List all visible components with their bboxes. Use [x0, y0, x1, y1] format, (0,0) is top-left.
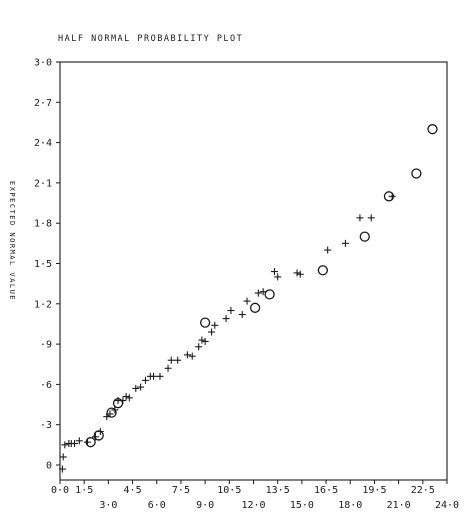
x-tick-label: 18·0 [338, 500, 362, 511]
x-tick-label: 15·0 [290, 500, 314, 511]
circle-marker [427, 124, 438, 135]
plus-marker [150, 372, 158, 380]
plus-marker [59, 453, 67, 461]
plus-marker [341, 239, 349, 247]
plus-marker [293, 269, 301, 277]
tick-marks [56, 61, 448, 484]
plus-marker [174, 356, 182, 364]
x-tick-label: 6·0 [148, 500, 166, 511]
y-tick-label: 2·7 [34, 98, 52, 109]
plus-marker [274, 273, 282, 281]
plus-marker [367, 214, 375, 222]
plus-marker [270, 268, 278, 276]
x-tick-label: 22·5 [411, 485, 435, 496]
circle-marker [317, 265, 328, 276]
plus-marker [132, 384, 140, 392]
circle-marker [85, 437, 96, 448]
x-tick-label: 7·5 [172, 485, 190, 496]
y-tick-label: 3·0 [34, 58, 52, 69]
y-tick-label: 2·4 [34, 138, 52, 149]
circle-marker [249, 302, 261, 313]
circle-marker [112, 398, 124, 409]
plus-marker [296, 270, 304, 278]
plus-marker [356, 214, 364, 222]
x-tick-label: 4·5 [124, 485, 142, 496]
y-tick-label: 1·2 [34, 299, 52, 310]
plus-marker [125, 394, 133, 402]
circle-marker [411, 168, 422, 179]
y-tick-label: 0 [46, 461, 52, 472]
plus-marker [156, 372, 164, 380]
x-tick-label: 12·0 [241, 500, 265, 511]
x-tick-label: 9·0 [196, 500, 214, 511]
y-axis-label: EXPECTED NORMAL VALUE [8, 181, 16, 301]
y-tick-label: 1·8 [34, 219, 52, 230]
plus-marker [324, 246, 332, 254]
plus-marker [238, 311, 246, 319]
x-tick-label: 21·0 [387, 500, 411, 511]
plus-marker [243, 297, 251, 305]
plus-marker [227, 307, 235, 315]
plus-marker [195, 343, 203, 351]
x-tick-label: 1·5 [75, 485, 93, 496]
plus-marker [61, 441, 69, 449]
plus-marker [201, 337, 209, 345]
plus-marker [141, 376, 149, 384]
x-tick-label: 24·0 [435, 500, 459, 511]
plus-marker [222, 315, 230, 323]
plus-marker [183, 351, 191, 359]
tick-labels: 0 ·3 ·6 ·9 1·2 1·5 1·8 2·1 2·4 2·7 3·0 0·0 1·5 4·5 7·5… [34, 58, 459, 512]
plus-marker [75, 437, 83, 445]
x-tick-label: 19·5 [362, 485, 386, 496]
plus-marker [388, 192, 396, 200]
x-tick-label: 10·5 [217, 485, 241, 496]
y-tick-label: 1·5 [34, 259, 52, 270]
y-tick-label: ·9 [40, 340, 52, 351]
plot-frame [59, 61, 448, 481]
plus-marker [83, 438, 91, 446]
x-tick-label: 0·0 [51, 485, 69, 496]
plus-marker [164, 364, 172, 372]
plus-marker [71, 440, 79, 448]
plus-marker [198, 336, 206, 344]
y-tick-label: ·6 [40, 380, 52, 391]
chart-title: HALF NORMAL PROBABILITY PLOT [58, 34, 243, 44]
circle-marker [199, 317, 211, 328]
data-markers [58, 124, 438, 473]
circle-marker [264, 289, 275, 300]
plus-marker [254, 289, 262, 297]
y-tick-label: 2·1 [34, 178, 52, 189]
x-tick-label: 16·5 [314, 485, 338, 496]
y-tick-label: ·3 [40, 420, 52, 431]
circle-marker [93, 430, 104, 441]
plus-marker [137, 383, 145, 391]
circle-marker [359, 231, 370, 242]
plus-marker [58, 465, 66, 473]
x-tick-label: 13·5 [266, 485, 290, 496]
plus-marker [167, 356, 175, 364]
plus-marker [188, 352, 196, 360]
plus-marker [208, 328, 216, 336]
circle-marker [106, 407, 117, 418]
x-tick-label: 3·0 [99, 500, 117, 511]
plot-area [59, 61, 448, 481]
circle-marker [383, 191, 395, 202]
plus-marker [122, 392, 130, 400]
plus-marker [211, 321, 219, 329]
